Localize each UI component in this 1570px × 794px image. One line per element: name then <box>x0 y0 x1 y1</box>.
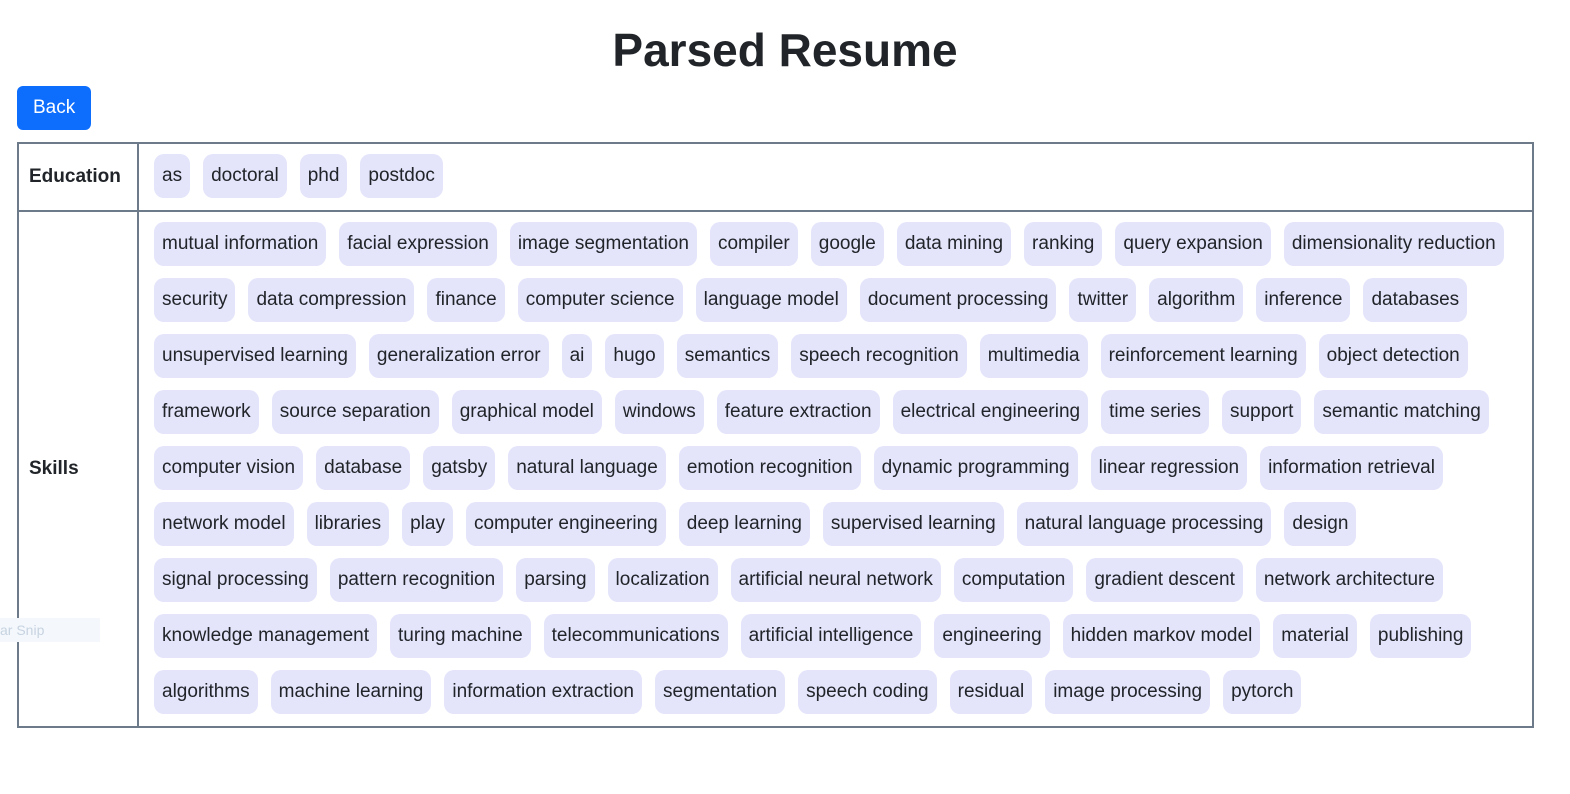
tag-badge: publishing <box>1369 614 1472 658</box>
tag-badge: segmentation <box>655 670 786 714</box>
tag-badge: feature extraction <box>716 390 880 434</box>
tag-badge: information extraction <box>444 670 643 714</box>
tag-badge: algorithms <box>154 670 258 714</box>
tag-badge: unsupervised learning <box>154 334 356 378</box>
tag-badge: linear regression <box>1090 446 1248 490</box>
tag-badge: gatsby <box>423 446 496 490</box>
tag-badge: data mining <box>896 222 1012 266</box>
tag-badge: mutual information <box>154 222 327 266</box>
tag-badge: image segmentation <box>509 222 697 266</box>
tag-badge: localization <box>607 558 718 602</box>
tag-badge: artificial neural network <box>730 558 941 602</box>
tag-badge: source separation <box>271 390 439 434</box>
tag-badge: deep learning <box>678 502 810 546</box>
tag-badge: natural language <box>508 446 666 490</box>
page-title: Parsed Resume <box>612 24 958 76</box>
education-row: Education as doctoral phd postdoc <box>17 142 1534 212</box>
education-label: Education <box>17 142 139 212</box>
tag-badge: hidden markov model <box>1062 614 1261 658</box>
tag-badge: computer engineering <box>465 502 666 546</box>
tag-badge: computation <box>953 558 1074 602</box>
tag-badge: finance <box>427 278 505 322</box>
tag-badge: knowledge management <box>154 614 378 658</box>
tag-badge: semantics <box>676 334 779 378</box>
tag-badge: ranking <box>1024 222 1103 266</box>
tag-badge: dimensionality reduction <box>1283 222 1504 266</box>
tag-badge: database <box>316 446 411 490</box>
tag-badge: speech recognition <box>791 334 967 378</box>
tag-badge: turing machine <box>390 614 531 658</box>
tag-badge: engineering <box>934 614 1050 658</box>
skills-label: Skills <box>17 210 139 728</box>
tag-badge: residual <box>949 670 1033 714</box>
tag-badge: information retrieval <box>1260 446 1443 490</box>
tag-badge: doctoral <box>203 154 287 198</box>
skills-tags: mutual information facial expression image… <box>137 210 1534 728</box>
tag-badge: security <box>154 278 236 322</box>
tag-badge: object detection <box>1318 334 1468 378</box>
tag-badge: twitter <box>1069 278 1137 322</box>
tag-badge: generalization error <box>368 334 549 378</box>
tag-badge: libraries <box>306 502 390 546</box>
tag-badge: support <box>1221 390 1302 434</box>
tag-badge: supervised learning <box>822 502 1004 546</box>
tag-badge: inference <box>1256 278 1351 322</box>
tag-badge: time series <box>1101 390 1209 434</box>
tag-badge: framework <box>154 390 259 434</box>
tag-badge: language model <box>695 278 847 322</box>
tag-badge: computer vision <box>154 446 304 490</box>
skills-row: Skills mutual information facial expressi… <box>17 210 1534 728</box>
tag-badge: network architecture <box>1255 558 1443 602</box>
tag-badge: emotion recognition <box>678 446 861 490</box>
tag-badge: google <box>810 222 884 266</box>
tag-badge: artificial intelligence <box>740 614 922 658</box>
tag-badge: computer science <box>517 278 683 322</box>
tag-badge: pattern recognition <box>329 558 504 602</box>
tag-badge: multimedia <box>979 334 1088 378</box>
tag-badge: signal processing <box>154 558 317 602</box>
tag-badge: parsing <box>516 558 595 602</box>
tag-badge: speech coding <box>798 670 937 714</box>
tag-badge: electrical engineering <box>892 390 1089 434</box>
tag-badge: facial expression <box>339 222 497 266</box>
education-tags: as doctoral phd postdoc <box>137 142 1534 212</box>
tag-badge: data compression <box>248 278 415 322</box>
tag-badge: machine learning <box>270 670 432 714</box>
tag-badge: ai <box>561 334 593 378</box>
tag-badge: design <box>1284 502 1357 546</box>
tag-badge: query expansion <box>1115 222 1271 266</box>
tag-badge: pytorch <box>1223 670 1302 714</box>
tag-badge: phd <box>299 154 348 198</box>
tag-badge: play <box>402 502 453 546</box>
tag-badge: as <box>154 154 191 198</box>
back-button[interactable]: Back <box>17 86 92 130</box>
tag-badge: telecommunications <box>543 614 728 658</box>
tag-badge: image processing <box>1045 670 1211 714</box>
tag-badge: windows <box>614 390 704 434</box>
resume-table: Education as doctoral phd postdoc Skills mu… <box>17 142 1534 728</box>
snip-tool-ghost: ar Snip <box>0 618 100 642</box>
tag-badge: hugo <box>605 334 664 378</box>
tag-badge: algorithm <box>1149 278 1244 322</box>
tag-badge: material <box>1273 614 1357 658</box>
tag-badge: databases <box>1363 278 1468 322</box>
tag-badge: gradient descent <box>1086 558 1243 602</box>
tag-badge: dynamic programming <box>873 446 1078 490</box>
tag-badge: semantic matching <box>1314 390 1489 434</box>
tag-badge: compiler <box>709 222 798 266</box>
tag-badge: document processing <box>859 278 1057 322</box>
tag-badge: graphical model <box>451 390 602 434</box>
tag-badge: postdoc <box>360 154 443 198</box>
tag-badge: network model <box>154 502 294 546</box>
tag-badge: natural language processing <box>1016 502 1272 546</box>
tag-badge: reinforcement learning <box>1100 334 1306 378</box>
